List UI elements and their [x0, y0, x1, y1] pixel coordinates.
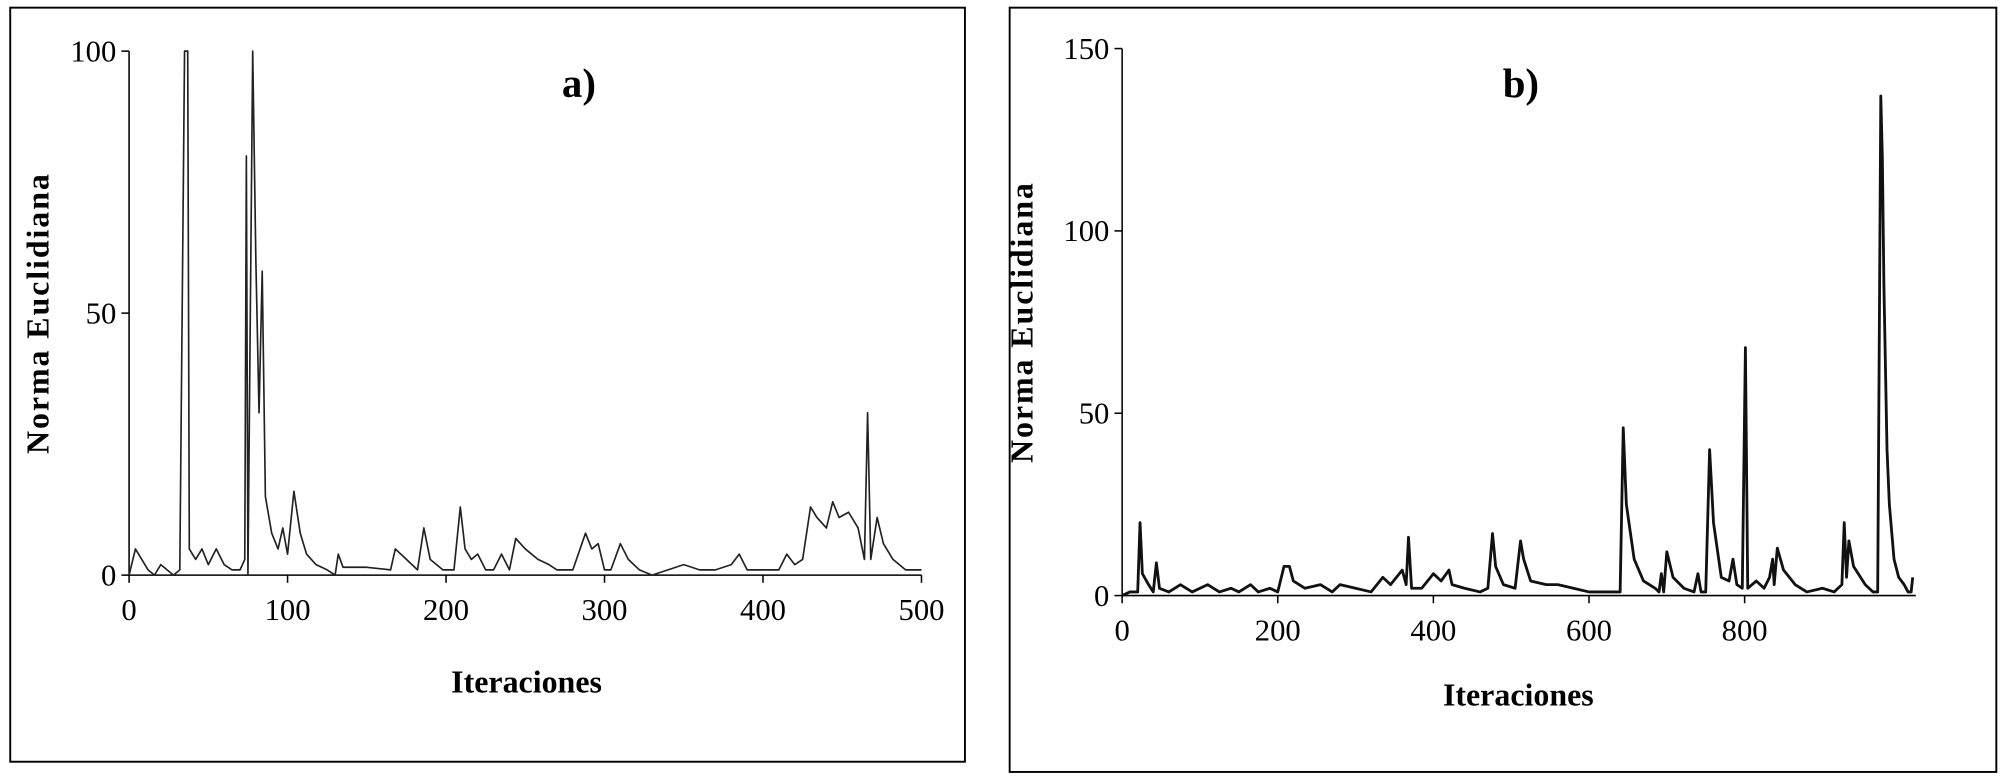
panel-frame [1008, 6, 1998, 773]
x-tick-label: 200 [1255, 613, 1301, 647]
y-tick-label: 100 [70, 34, 116, 68]
x-tick-label: 600 [1566, 613, 1612, 647]
x-tick-label: 300 [582, 593, 628, 627]
x-tick-label: 400 [1410, 613, 1456, 647]
x-tick-label: 0 [121, 593, 136, 627]
data-line [128, 50, 922, 576]
data-line [1121, 94, 1915, 597]
y-tick-label: 150 [1063, 32, 1109, 66]
chart-title: a) [562, 61, 596, 106]
panel-frame [9, 6, 966, 763]
x-tick-label: 0 [1114, 613, 1129, 647]
y-tick-label: 50 [86, 296, 117, 330]
x-axis-title: Iteraciones [1443, 677, 1594, 712]
y-tick-label: 50 [1079, 396, 1110, 430]
x-tick-label: 200 [423, 593, 469, 627]
y-tick-label: 0 [1094, 579, 1109, 613]
y-axis-title: Norma Euclidiana [21, 172, 56, 454]
x-axis-title: Iteraciones [451, 665, 602, 700]
x-tick-label: 500 [898, 593, 944, 627]
y-axis-title: Norma Euclidiana [1005, 181, 1040, 463]
y-tick-label: 100 [1063, 214, 1109, 248]
y-tick-label: 0 [101, 558, 116, 592]
x-tick-label: 400 [740, 593, 786, 627]
chart-title: b) [1503, 61, 1539, 106]
x-tick-label: 100 [265, 593, 311, 627]
x-tick-label: 800 [1722, 613, 1768, 647]
